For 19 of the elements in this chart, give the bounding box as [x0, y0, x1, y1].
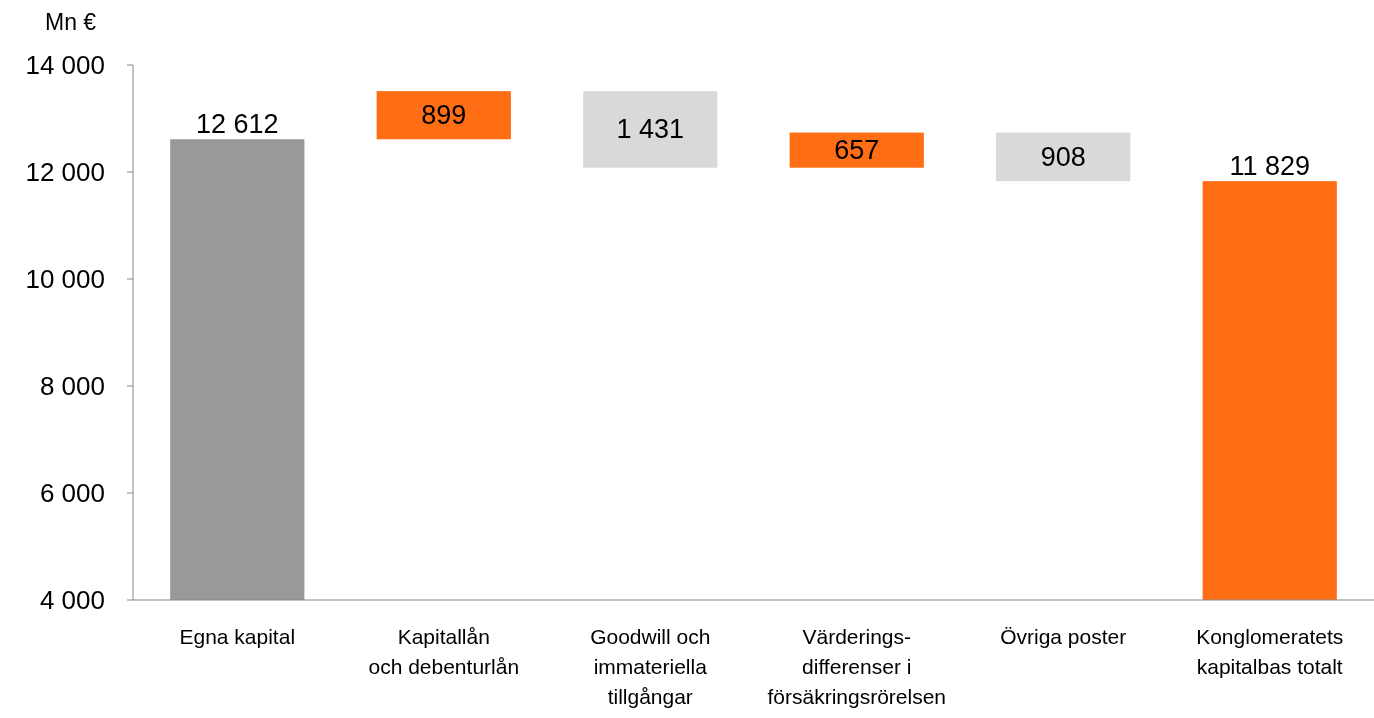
x-tick-label: Värderings- differenser i försäkringsrörelsen: [767, 625, 947, 708]
x-tick-label: Kapitallån och debenturlån: [368, 625, 520, 678]
y-tick-label: 10 000: [25, 264, 105, 294]
x-tick-label: Goodwill och immateriella tillgångar: [590, 625, 711, 708]
y-tick-label: 12 000: [25, 157, 105, 187]
x-tick-label: Konglomeratets kapitalbas totalt: [1196, 625, 1344, 678]
y-axis-title: Mn €: [45, 9, 97, 35]
data-label: 12 612: [195, 109, 279, 140]
data-label: 657: [834, 135, 880, 166]
y-tick-label: 8 000: [39, 371, 105, 401]
x-tick-label: Övriga poster: [1000, 625, 1127, 648]
data-label: 899: [421, 100, 467, 131]
x-tick-label: Egna kapital: [179, 625, 296, 648]
y-tick-label: 4 000: [39, 585, 105, 615]
y-tick-label: 14 000: [25, 50, 105, 80]
data-label: 908: [1040, 141, 1086, 172]
data-label: 1 431: [616, 114, 685, 145]
y-tick-label: 6 000: [39, 478, 105, 508]
data-label: 11 829: [1229, 151, 1311, 182]
